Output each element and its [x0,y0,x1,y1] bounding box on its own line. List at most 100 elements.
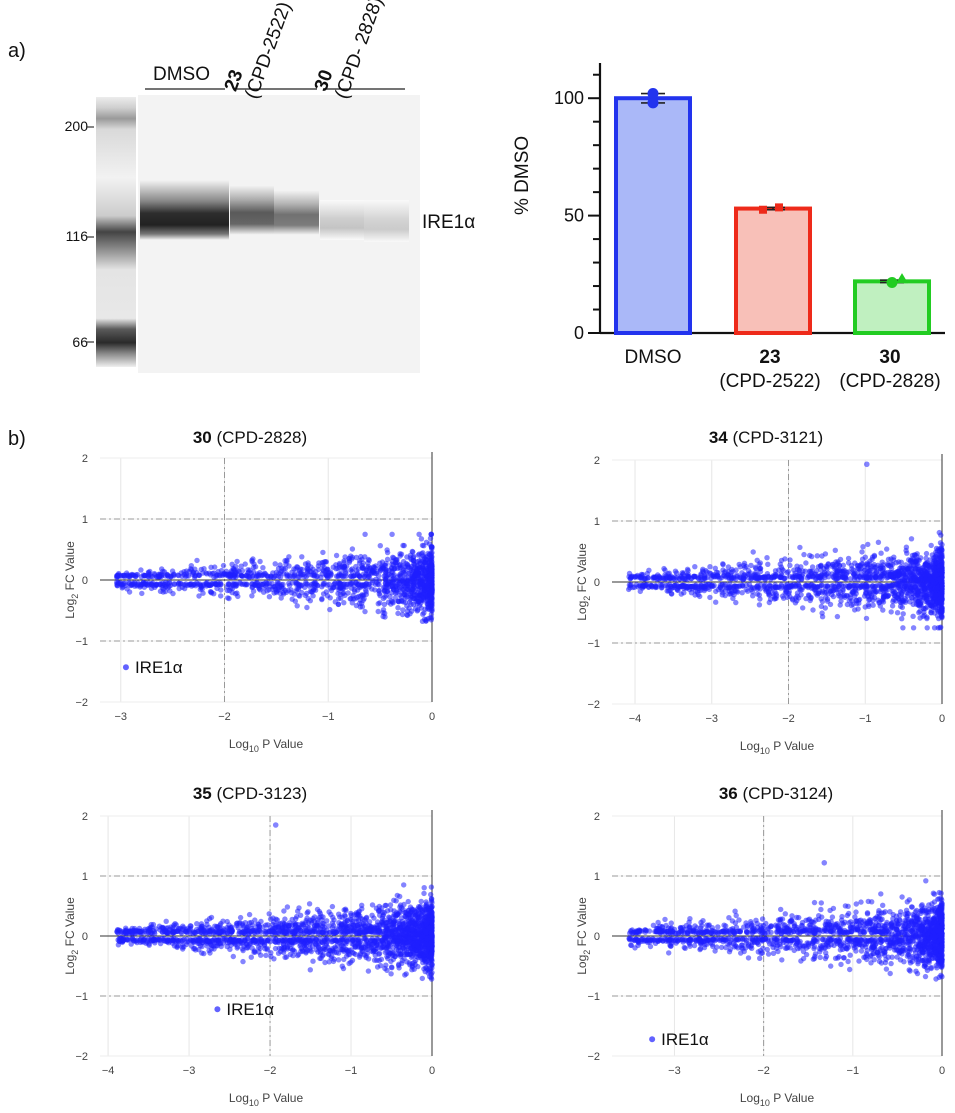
volcano-point [428,531,434,537]
volcano-point [807,552,813,559]
volcano-point [428,594,434,600]
volcano-point [929,599,935,605]
volcano-point [928,610,935,616]
volcano-point [689,583,695,590]
volcano-point [374,964,381,970]
volcano-point [243,572,250,578]
volcano-point [366,557,372,563]
volcano-point [686,574,692,580]
volcano-point [746,582,753,588]
volcano-point [319,596,325,602]
volcano-point [240,958,246,965]
volcano-point [280,581,286,588]
volcano-point [906,581,912,587]
volcano-point [933,545,940,552]
volcano-point [878,563,884,569]
volcano-point [179,573,185,579]
volcano-point [911,588,917,595]
volcano-point [878,550,884,556]
volcano-point [419,975,425,982]
volcano-point [848,562,855,569]
volcano-point [723,574,729,580]
volcano-x-axis-label: Log10 P Value [229,1091,304,1108]
volcano-point [750,593,756,599]
volcano-point [282,558,288,564]
volcano-point [175,572,181,578]
volcano-point [867,558,873,564]
volcano-point [411,589,418,595]
volcano-point [121,572,128,579]
volcano-point [837,602,843,608]
volcano-point [905,571,911,578]
volcano-point [782,590,788,596]
volcano-point [819,572,825,578]
volcano-point [428,974,434,981]
volcano-point [257,558,263,565]
volcano-point [846,598,852,604]
volcano-point [924,625,930,631]
volcano-point [741,571,747,578]
volcano-point [787,593,793,600]
volcano-x-tick-label: −1 [859,713,872,725]
volcano-point [857,574,863,580]
volcano-points [114,822,435,982]
volcano-point [866,597,872,603]
volcano-point [639,583,646,589]
volcano-point [939,609,945,615]
volcano-point [739,590,745,596]
volcano-point [917,615,923,621]
volcano-point [294,603,300,609]
volcano-point [428,896,435,902]
volcano-point [899,565,905,571]
volcano-point [851,571,857,578]
volcano-points [626,461,945,631]
volcano-point [232,572,238,578]
volcano-point [933,572,940,578]
volcano-point [419,542,426,549]
volcano-point [800,605,806,611]
volcano-point [902,595,908,602]
volcano-35-code: (CPD-3123) [216,784,308,803]
volcano-point [341,600,347,606]
volcano-point [756,602,763,608]
volcano-point [201,566,207,572]
volcano-point [359,604,366,610]
volcano-point [326,581,332,588]
volcano-y-tick-label: 1 [594,516,600,528]
volcano-point [237,914,244,921]
volcano-point [791,567,797,573]
volcano-point [865,565,871,571]
volcano-point [326,923,332,929]
volcano-point [359,562,365,569]
volcano-point [766,574,772,580]
volcano-point [830,593,837,600]
volcano-y-tick-label: −1 [75,636,88,648]
volcano-points [114,531,435,624]
volcano-y-axis-label: Log2 FC Value [575,543,592,621]
volcano-point [369,569,375,575]
volcano-point [296,592,302,599]
volcano-point [694,584,700,590]
volcano-x-tick-label: 0 [939,713,945,725]
volcano-point [938,571,944,577]
volcano-point [810,607,816,613]
volcano-point [772,595,778,601]
volcano-point [668,583,674,590]
volcano-point [252,917,258,923]
volcano-point [397,565,404,571]
volcano-point [188,563,194,569]
volcano-point [428,891,434,898]
volcano-point [374,579,380,586]
volcano-point [924,597,930,603]
volcano-x-tick-label: 0 [429,711,435,723]
volcano-point [924,604,930,610]
volcano-point [196,593,202,599]
volcano-point [171,581,177,587]
volcano-point [864,575,870,581]
volcano-point [899,604,905,611]
volcano-point [126,589,133,595]
volcano-title-30: 30 (CPD-2828) [140,428,360,448]
volcano-point [321,580,328,587]
volcano-point [203,570,209,576]
volcano-point [375,608,381,615]
